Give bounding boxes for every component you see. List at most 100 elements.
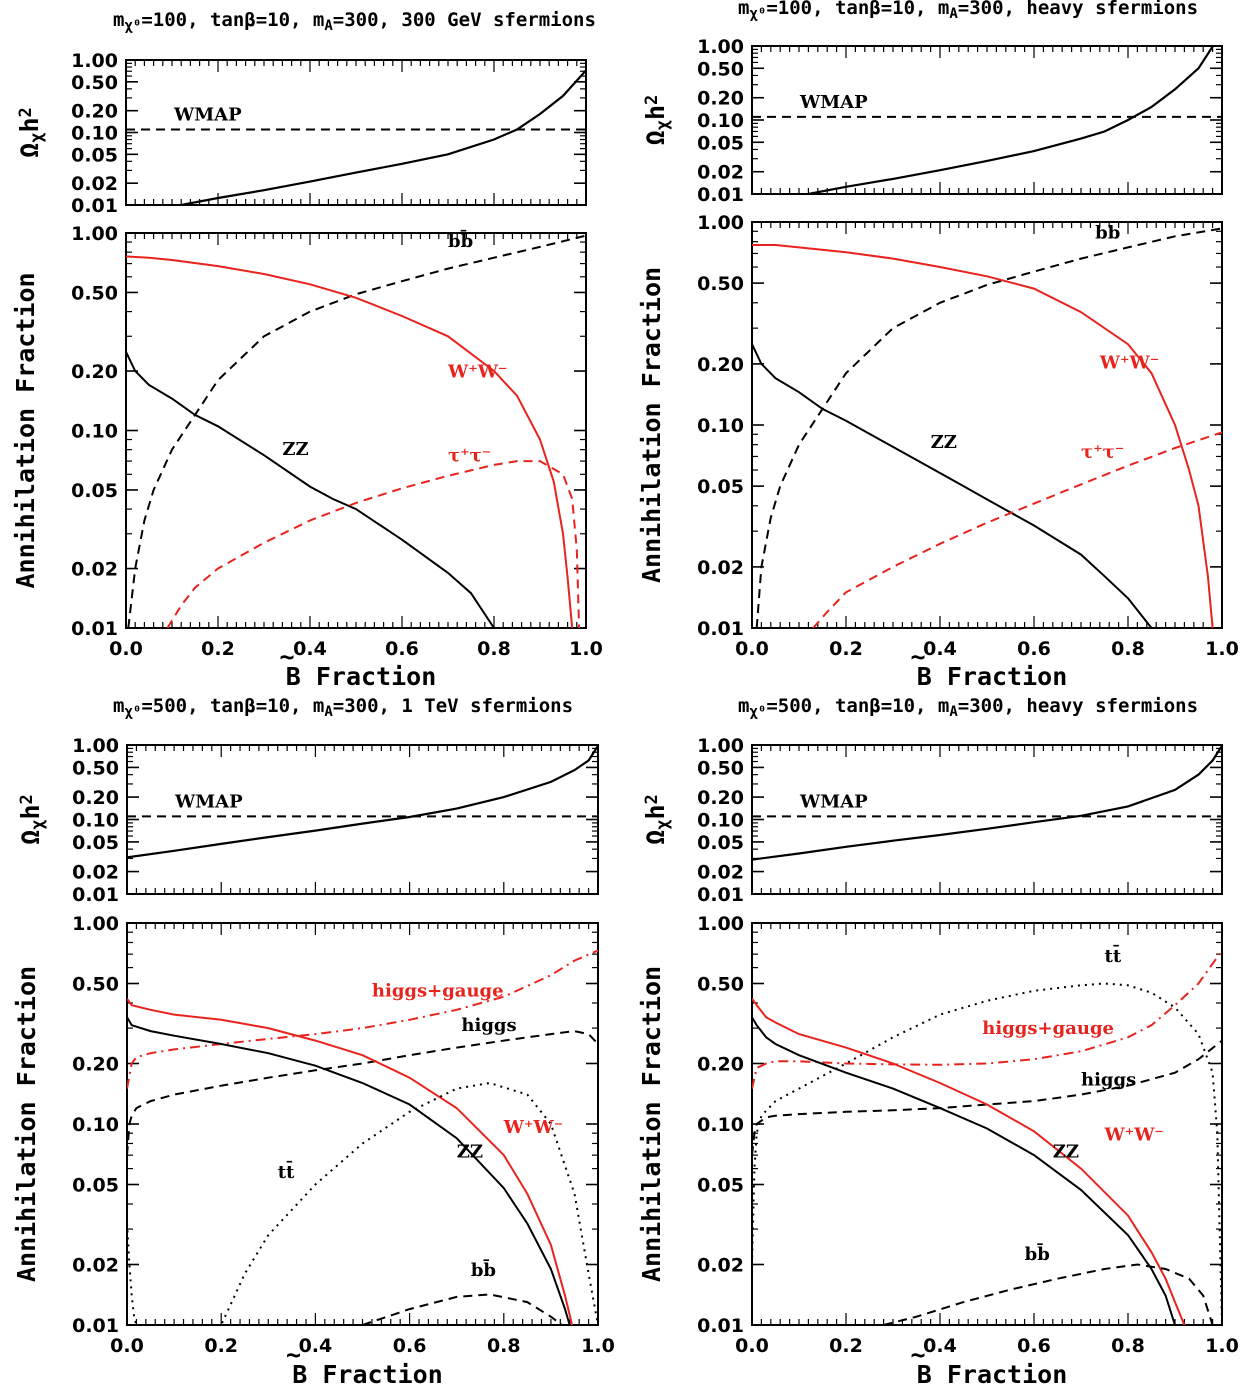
series-zz-line	[126, 351, 495, 628]
title-part-beta: β	[869, 695, 880, 717]
label-ww: W⁺W⁻	[1099, 352, 1159, 373]
title-part-rest3: =300, heavy sfermions	[958, 695, 1198, 717]
label-higgsgauge: higgs+gauge	[982, 1018, 1114, 1039]
title-part-rest2: =10, m	[881, 0, 950, 19]
omega-subscript: χ	[653, 120, 673, 130]
omega-plot-frame	[126, 744, 599, 895]
x-tick-label: 0.6	[393, 1335, 427, 1357]
label-text: t	[278, 1162, 287, 1183]
x-axis-label: B Fraction	[292, 1360, 443, 1389]
label-text: W⁺W⁻	[447, 362, 507, 383]
series--line	[166, 460, 581, 628]
annihilation-plot-frame	[751, 221, 1223, 629]
omega-tick-label: 0.02	[71, 173, 118, 195]
series-bb-line	[755, 227, 1222, 628]
label-ww: W⁺W⁻	[503, 1117, 563, 1138]
omega-tick-label: 0.50	[72, 757, 119, 779]
label-tt: tt̄	[1105, 945, 1122, 967]
omega-tick-label: 0.10	[697, 110, 744, 132]
omega-tick-label: 0.10	[697, 810, 744, 832]
panel-title: mχ⁰=100, tanβ=10, mA=300, heavy sfermion…	[738, 0, 1198, 22]
label-bb: bb̄	[1025, 1243, 1050, 1265]
label-text: ZZ	[282, 439, 308, 460]
omega-h: h	[641, 804, 670, 819]
omega-tick-label: 0.02	[72, 862, 119, 884]
wmap-label: WMAP	[799, 92, 868, 113]
x-tick-label: 0.0	[735, 638, 769, 660]
series-zz-line	[752, 1016, 1176, 1325]
x-axis-label: B Fraction	[286, 662, 437, 691]
omega-sup: 2	[642, 794, 662, 804]
series-ww-line	[752, 998, 1186, 1325]
label-text: b	[471, 1260, 484, 1281]
ann-tick-label: 0.02	[72, 1254, 119, 1276]
label-bb: bb̄	[1095, 221, 1120, 243]
panel-title: mχ⁰=500, tanβ=10, mA=300, heavy sfermion…	[738, 695, 1198, 720]
title-part-rest2: =10, m	[256, 9, 325, 31]
series-bb-line	[883, 1263, 1214, 1325]
title-part-m: m	[738, 0, 749, 19]
x-tick-label: 0.4	[923, 638, 957, 660]
series-zz-line	[752, 343, 1153, 628]
title-part-asub: A	[324, 704, 333, 720]
x-tick-label: 1.0	[569, 638, 603, 660]
omega-tick-label: 0.05	[697, 132, 744, 154]
x-tick-label: 0.6	[385, 638, 419, 660]
x-axis-label-tilde: ~	[279, 642, 294, 671]
ann-tick-label: 0.01	[71, 618, 118, 640]
label-zz: ZZ	[282, 439, 308, 460]
series-higgsgauge-line	[127, 949, 598, 1089]
omega-tick-label: 1.00	[71, 50, 118, 72]
label-text: ZZ	[931, 432, 957, 453]
title-part-beta: β	[869, 0, 880, 19]
label-text: t	[1105, 946, 1114, 967]
ann-tick-label: 1.00	[697, 212, 744, 234]
label-: τ⁺τ⁻	[1081, 442, 1124, 463]
omega-plot-frame	[751, 744, 1223, 895]
annihilation-axis-label: Annihilation Fraction	[11, 272, 40, 588]
title-part-asub: A	[324, 18, 333, 34]
x-tick-label: 0.2	[829, 1335, 863, 1357]
ann-tick-label: 1.00	[697, 913, 744, 935]
omega-tick-label: 0.50	[697, 757, 744, 779]
omega-symbol: Ω	[15, 143, 44, 158]
x-tick-label: 0.4	[293, 638, 327, 660]
omega-h: h	[641, 105, 670, 120]
x-tick-label: 0.8	[1111, 638, 1145, 660]
omega-relic-density-curve	[127, 745, 598, 859]
omega-symbol: Ω	[641, 830, 670, 845]
x-tick-label: 0.4	[299, 1335, 333, 1357]
ann-tick-label: 0.01	[697, 618, 744, 640]
label-higgs: higgs	[461, 1015, 516, 1036]
annihilation-axis-label: Annihilation Fraction	[637, 966, 666, 1282]
title-part-beta: β	[244, 9, 255, 31]
x-axis-label-tilde: ~	[286, 1340, 301, 1369]
wmap-label: WMAP	[799, 791, 868, 812]
title-part-rest2: =10, m	[881, 695, 950, 717]
title-part-rest2: =10, m	[256, 695, 325, 717]
omega-subscript: χ	[27, 133, 47, 143]
omega-subscript: χ	[28, 820, 48, 830]
omega-symbol: Ω	[641, 130, 670, 145]
omega-plot-frame	[125, 59, 587, 206]
x-tick-label: 1.0	[581, 1335, 615, 1357]
label-zz: ZZ	[1053, 1142, 1079, 1163]
x-tick-label: 0.0	[109, 638, 143, 660]
omega-tick-label: 1.00	[697, 36, 744, 58]
omega-tick-label: 0.50	[697, 58, 744, 80]
series-bb-line	[127, 234, 586, 628]
ann-tick-label: 0.10	[72, 1114, 119, 1136]
ann-tick-label: 0.20	[72, 1053, 119, 1075]
x-axis-label: B Fraction	[917, 1360, 1068, 1389]
title-part-m: m	[113, 695, 124, 717]
ann-tick-label: 1.00	[72, 913, 119, 935]
ann-tick-label: 0.05	[72, 1175, 119, 1197]
ann-tick-label: 0.50	[71, 282, 118, 304]
ann-tick-label: 0.20	[697, 1053, 744, 1075]
annihilation-axis-label: Annihilation Fraction	[637, 267, 666, 583]
x-tick-label: 0.8	[487, 1335, 521, 1357]
omega-tick-label: 0.02	[697, 862, 744, 884]
omega-tick-label: 0.05	[697, 832, 744, 854]
label-higgs: higgs	[1081, 1070, 1136, 1091]
title-part-msub: χ⁰	[124, 18, 141, 34]
